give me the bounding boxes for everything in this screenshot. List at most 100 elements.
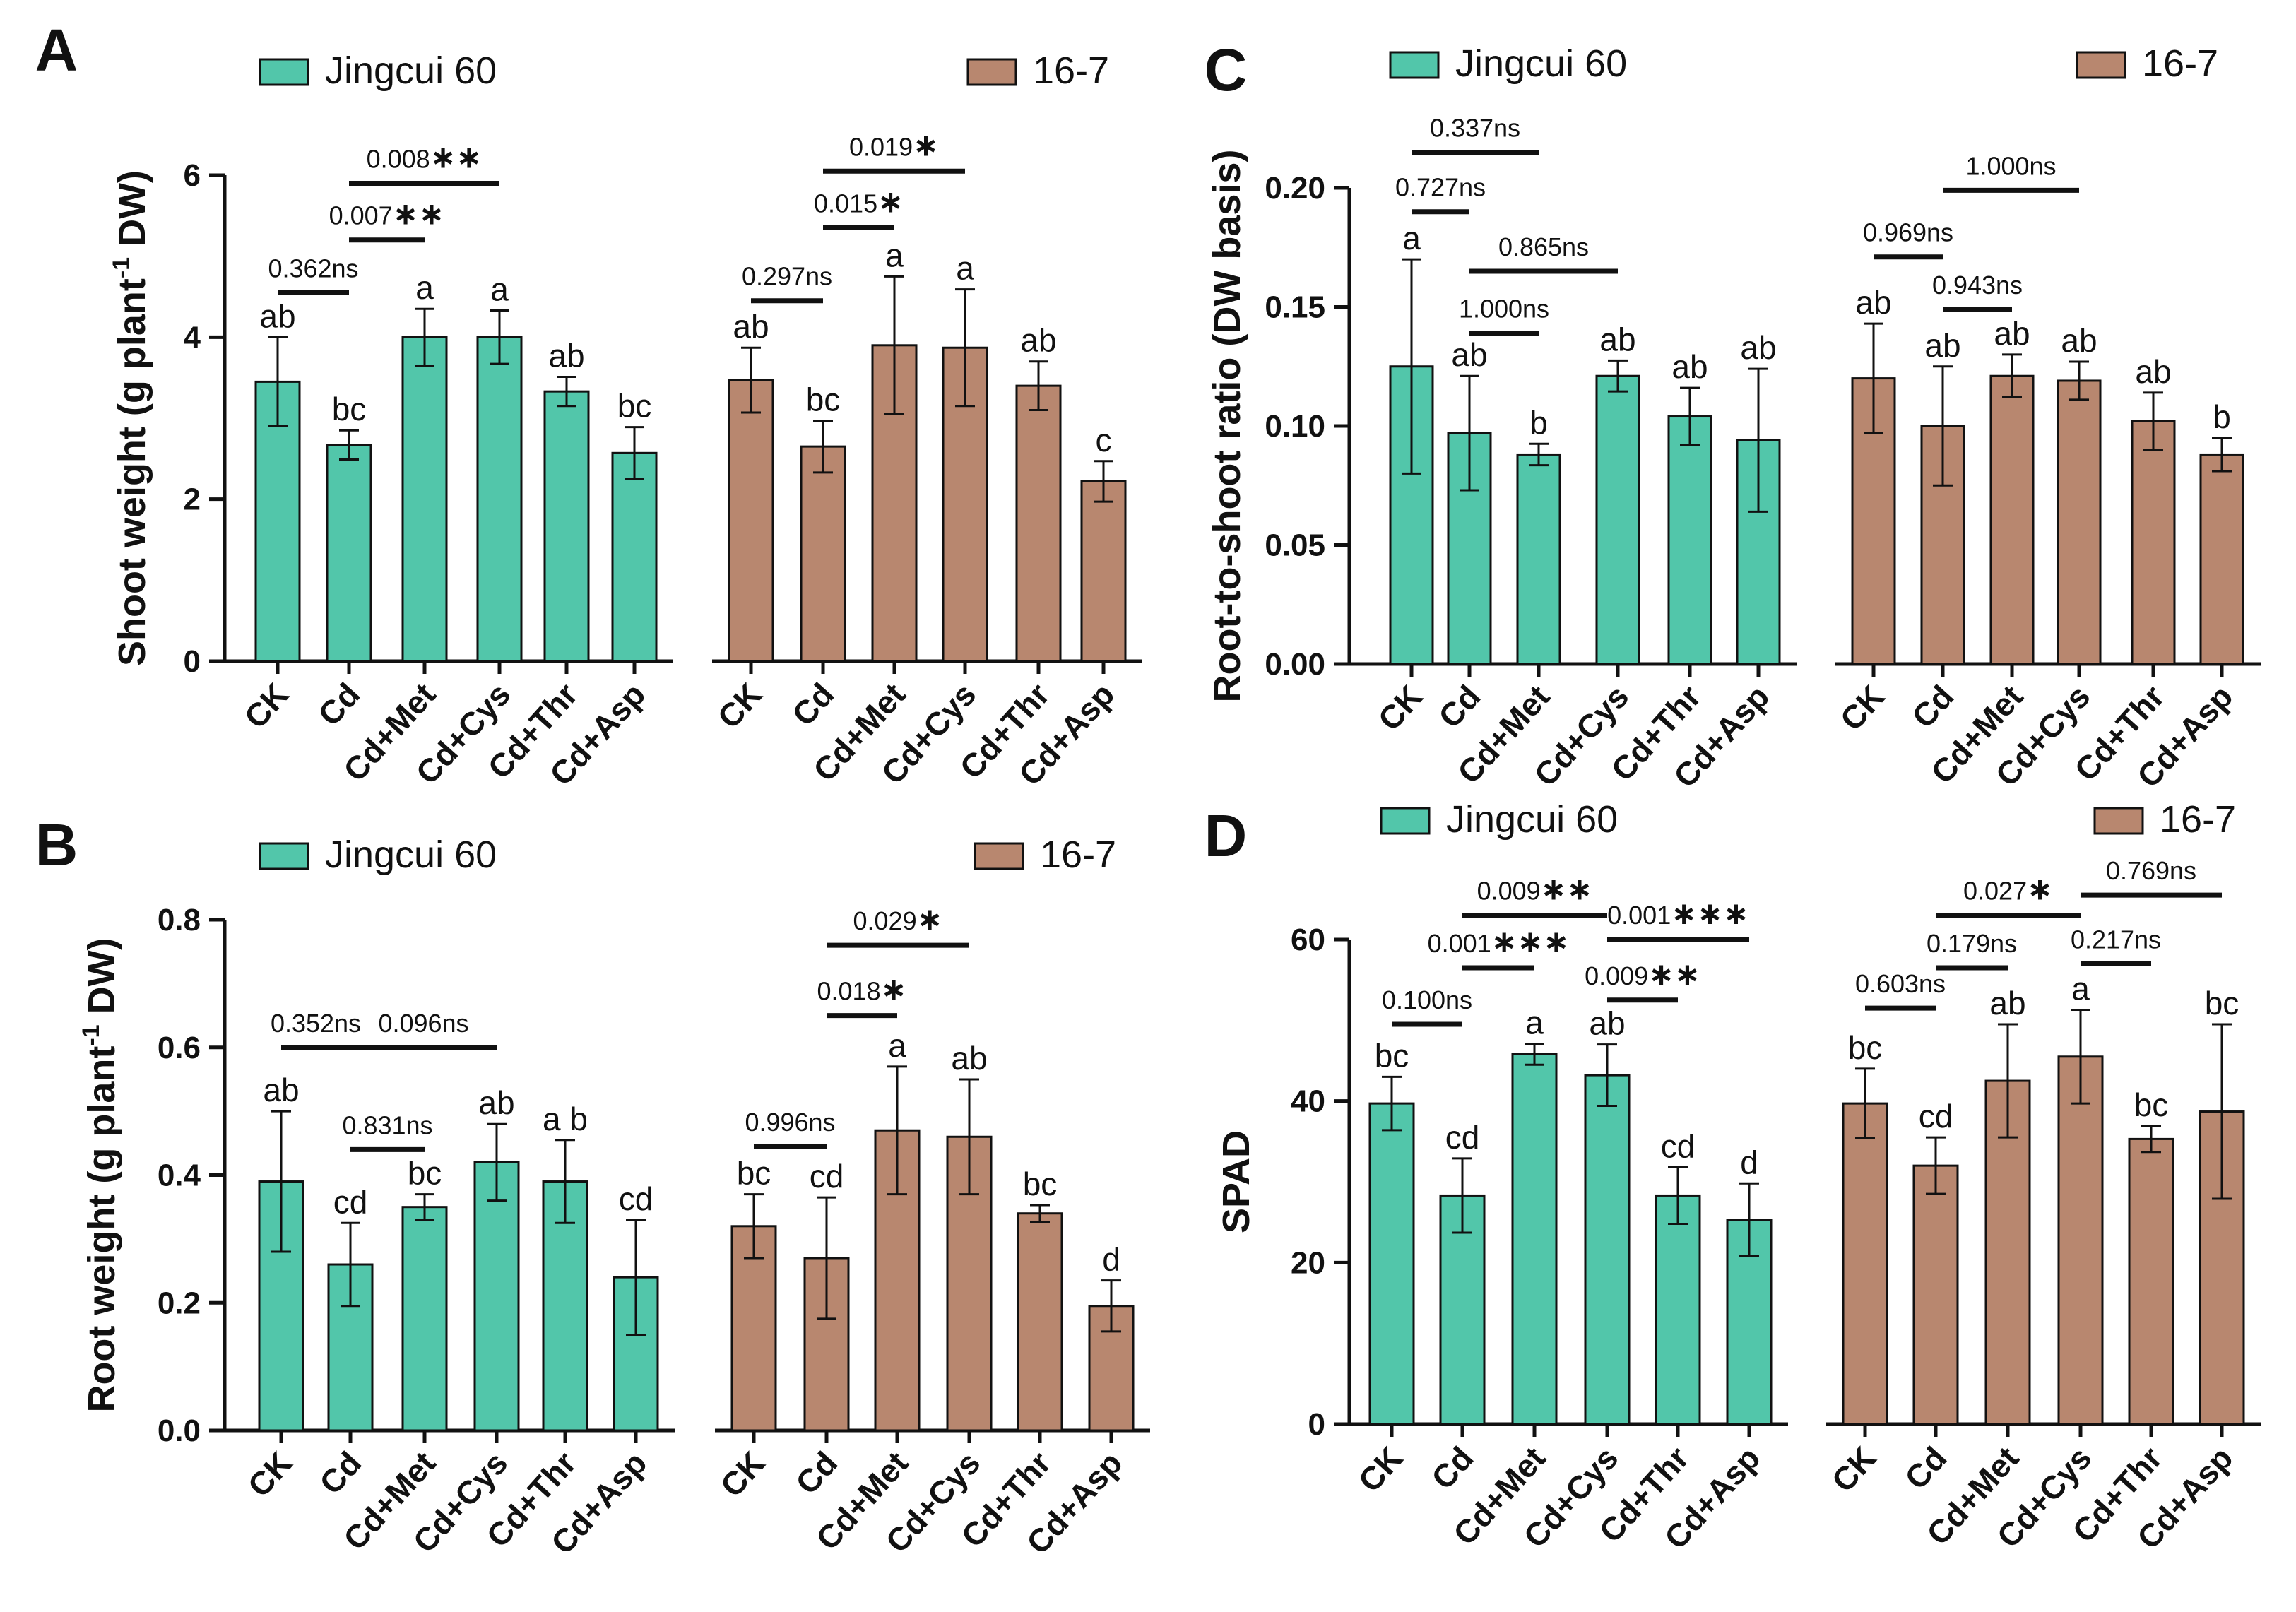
significance-letter: cd [1919,1098,1953,1134]
comparison-p-value: 0.297ns [742,262,832,291]
bar [1655,1194,1701,1426]
y-axis-label-unit: DW) [81,937,123,1024]
comparison-p-value: 1.000ns [1459,295,1549,324]
significance-letter: bc [2205,985,2239,1021]
significance-letter: ab [1671,348,1708,385]
significance-letter: ab [733,308,769,345]
y-tick-label: 0.20 [1265,171,1325,206]
legend-label-jingcui: Jingcui 60 [1446,798,1618,841]
y-tick-label: 20 [1291,1245,1325,1280]
significance-letter: bc [1023,1166,1058,1202]
y-axis-label: SPAD [1215,1130,1258,1233]
panel-letter: A [35,17,78,83]
significance-letter: ab [1994,315,2030,352]
significance-letter: d [1102,1241,1120,1278]
y-tick-label: 4 [184,320,201,355]
y-axis-label: Shoot weight (g plant-1 DW) [108,170,153,666]
comparison-stars: ∗ [877,185,904,220]
x-tick-label: CK [1833,678,1891,737]
significance-letter: ab [478,1084,514,1121]
comparison-p-value: 0.096ns [378,1009,468,1038]
comparison-p-value: 0.769ns [2106,856,2196,885]
x-tick-label: Cd [785,676,841,733]
y-axis-label-text: SPAD [1215,1130,1258,1233]
comparison-p-value: 0.996ns [745,1108,835,1137]
significance-letter: c [1096,422,1112,458]
x-tick-label: CK [713,1445,771,1504]
bar [2128,1137,2174,1426]
legend-label-line167: 16-7 [2160,798,2236,841]
bar [1015,384,1062,663]
y-tick-label: 60 [1291,923,1325,957]
bar [1667,415,1712,665]
comparison-p-value: 0.019∗ [849,128,939,162]
comparison-stars: ∗∗ [393,197,445,232]
y-tick-label: 0.8 [158,903,201,937]
bar [2199,453,2244,665]
significance-letter: a [2071,970,2090,1007]
y-tick-label: 2 [184,482,201,517]
y-tick-label: 6 [184,158,201,193]
significance-letter: ab [1989,985,2025,1021]
significance-letter: bc [806,381,841,417]
bar [1595,374,1640,665]
y-axis-label: Root weight (g plant-1 DW) [78,937,123,1412]
significance-letter: bc [737,1155,771,1192]
comparison-p-value: 0.009∗∗ [1585,957,1700,992]
bar [800,445,846,663]
bar [1017,1212,1063,1432]
legend-swatch-line167 [2093,807,2144,835]
y-tick-label: 0 [1308,1407,1325,1442]
significance-letter: bc [2134,1086,2169,1123]
legend: Jingcui 60 16-7 [259,49,1109,92]
significance-letter: a [1402,220,1421,256]
bar [1511,1053,1558,1426]
comparison-p-value: 0.100ns [1382,985,1472,1014]
y-axis-label-text: Root weight (g plant [81,1046,123,1413]
panel-letter: C [1205,37,1248,103]
significance-letter: a b [543,1101,588,1137]
comparison-stars: ∗∗ [430,140,483,174]
significance-letter: a [415,269,434,306]
significance-letter: bc [1375,1037,1409,1074]
comparison-p-value: 0.727ns [1395,173,1486,202]
comparison-stars: ∗∗∗ [1491,925,1570,959]
bar [1842,1102,1888,1426]
legend-swatch-jingcui [1380,807,1431,835]
legend-swatch-line167 [2076,51,2126,79]
y-tick-label: 40 [1291,1084,1325,1119]
bar [2057,379,2102,665]
panel-b: B Jingcui 60 16-7 0.0 0.2 0.4 0.6 0.8 Root weigh… [35,812,1150,1561]
significance-letter: a [956,250,974,287]
significance-letter: a [885,237,904,273]
bar [473,1161,520,1432]
y-tick-label: 0.2 [158,1286,201,1320]
y-axis-label-superscript: -1 [108,257,135,278]
x-tick-label: Cd [1424,1440,1481,1496]
panel-c: C Jingcui 60 16-7 0.00 0.05 0.10 0.15 0.20 Root-… [1205,37,2261,795]
bar [1989,374,2035,665]
significance-letter: ab [1599,321,1635,357]
x-tick-label: Cd [1905,678,1961,735]
comparison-p-value: 0.831ns [342,1110,432,1139]
x-tick-label: CK [1371,678,1429,737]
significance-letter: bc [1848,1029,1883,1066]
legend-swatch-jingcui [259,842,309,870]
significance-letter: b [2213,398,2231,435]
y-axis-label-text: Root-to-shoot ratio (DW basis) [1206,150,1248,703]
significance-letter: ab [1451,336,1487,373]
comparison-p-value: 0.001∗∗∗ [1607,896,1749,931]
significance-letter: bc [408,1155,442,1192]
bar [2057,1055,2104,1426]
panel-letter: B [35,812,78,878]
significance-letter: ab [263,1072,299,1108]
y-axis-label-superscript: -1 [78,1024,105,1045]
bar [1368,1102,1415,1426]
comparison-stars: ∗ [881,973,907,1007]
legend: Jingcui 60 16-7 [259,834,1116,876]
significance-letter: cd [810,1158,844,1195]
comparison-p-value: 1.000ns [1965,151,2056,180]
comparison-stars: ∗ [917,902,943,937]
comparison-p-value: 0.179ns [1927,929,2017,958]
comparison-stars: ∗∗ [1648,957,1700,992]
